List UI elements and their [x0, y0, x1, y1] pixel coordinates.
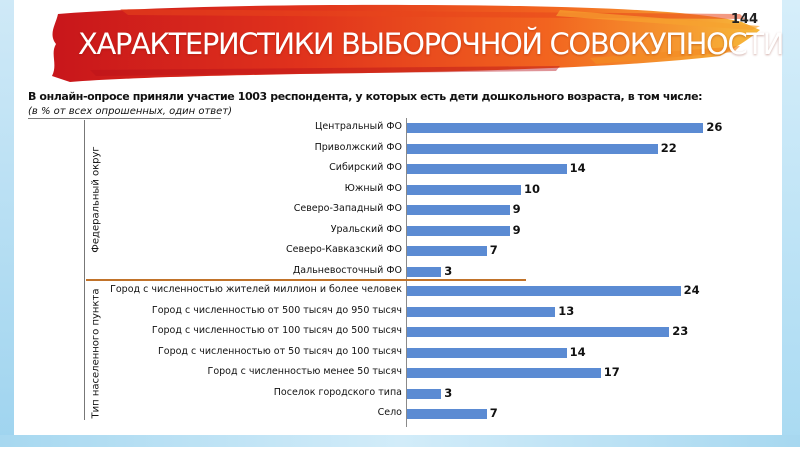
bar-row: Город с численностью от 100 тысяч до 500… — [0, 323, 800, 343]
value-label: 14 — [569, 161, 586, 175]
bar — [407, 225, 510, 236]
category-label: Город с численностью менее 50 тысяч — [207, 366, 402, 377]
bar — [407, 143, 658, 154]
value-label: 3 — [444, 263, 453, 278]
category-label: Город с численностью от 50 тысяч до 100 … — [157, 345, 402, 357]
category-label: Город с численностью от 100 тысяч до 500… — [151, 325, 402, 336]
bar-row: Приволжский ФО 22 — [0, 140, 800, 160]
bar-row: Сибирский ФО 14 — [0, 160, 800, 180]
category-label: Северо-Западный ФО — [293, 203, 402, 214]
bar-row: Поселок городского типа 3 — [0, 385, 800, 405]
subintro-underline — [28, 118, 221, 119]
bar — [407, 347, 567, 358]
bar — [407, 123, 704, 133]
title-brush-stroke — [52, 4, 760, 83]
category-label: Южный ФО — [344, 182, 402, 194]
value-label: 7 — [489, 406, 498, 420]
category-label: Приволжский ФО — [314, 141, 402, 153]
value-label: 26 — [706, 120, 723, 134]
value-label: 22 — [660, 140, 677, 155]
bar-row: Уральский ФО 9 — [0, 222, 800, 242]
bar-row: Город с численностью от 50 тысяч до 100 … — [0, 344, 800, 364]
bar-row: Село 7 — [0, 405, 800, 425]
value-label: 3 — [444, 385, 453, 400]
value-label: 9 — [512, 202, 521, 216]
survey-intro: В онлайн-опросе приняли участие 1003 рес… — [28, 90, 703, 103]
bar-row: Город с численностью жителей миллион и б… — [0, 282, 800, 302]
bar — [407, 246, 487, 256]
frame-right-edge — [782, 0, 800, 447]
bar-row: Город с численностью от 500 тысяч до 950… — [0, 303, 800, 323]
bar — [407, 205, 510, 215]
frame-left-edge — [0, 0, 14, 447]
survey-subintro: (в % от всех опрошенных, один ответ) — [28, 106, 233, 117]
category-label: Село — [377, 407, 402, 418]
value-label: 10 — [524, 181, 541, 196]
bar — [407, 368, 601, 378]
frame-bottom-edge — [0, 435, 800, 447]
bar-row: Северо-Кавказский ФО 7 — [0, 242, 800, 262]
category-label: Северо-Кавказский ФО — [286, 244, 402, 255]
page-number: 144 — [730, 12, 758, 27]
value-label: 14 — [569, 344, 586, 359]
page-title: ХАРАКТЕРИСТИКИ ВЫБОРОЧНОЙ СОВОКУПНОСТИ — [78, 27, 784, 61]
value-label: 17 — [603, 365, 620, 379]
category-label: Сибирский ФО — [329, 162, 402, 173]
bar-row: Город с численностью менее 50 тысяч 17 — [0, 364, 800, 384]
bar-row: Северо-Западный ФО 9 — [0, 201, 800, 221]
bar-row: Дальневосточный ФО 3 — [0, 263, 800, 283]
category-label: Уральский ФО — [330, 223, 402, 235]
category-label: Поселок городского типа — [273, 386, 402, 398]
value-label: 9 — [512, 222, 521, 237]
chart-axis-line — [406, 118, 407, 427]
bar — [407, 306, 556, 317]
category-label: Город с численностью жителей миллион и б… — [110, 284, 402, 295]
chart-left-border — [84, 120, 85, 420]
category-label: Город с численностью от 500 тысяч до 950… — [151, 304, 402, 316]
group-divider — [86, 279, 526, 281]
value-label: 7 — [489, 243, 498, 257]
bar-row: Центральный ФО 26 — [0, 119, 800, 139]
bar — [407, 409, 487, 419]
category-label: Центральный ФО — [314, 121, 402, 132]
value-label: 23 — [672, 324, 689, 338]
bar-row: Южный ФО 10 — [0, 181, 800, 201]
category-label: Дальневосточный ФО — [292, 264, 402, 276]
value-label: 13 — [558, 303, 575, 318]
bar — [407, 164, 567, 174]
bar — [407, 388, 442, 399]
value-label: 24 — [683, 283, 700, 297]
bar — [407, 286, 681, 296]
bar — [407, 184, 521, 195]
bar — [407, 327, 670, 337]
bar — [407, 266, 442, 277]
